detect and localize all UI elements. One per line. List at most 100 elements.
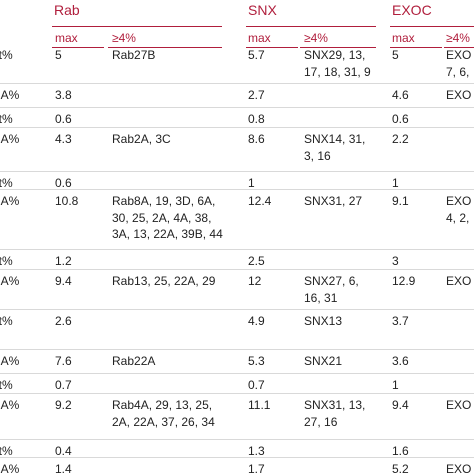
snx-max-value: 2.5 bbox=[248, 254, 265, 268]
exoc-list-line: EXO bbox=[446, 462, 472, 474]
snx-max-value: 0.7 bbox=[248, 378, 265, 392]
group-header-snx: SNX bbox=[246, 0, 376, 27]
group-header-rab: Rab bbox=[52, 0, 222, 27]
snx-list-line: SNX29, 13, bbox=[304, 48, 366, 62]
row-label: NA% bbox=[0, 274, 20, 288]
exoc-max-value: 1 bbox=[392, 176, 399, 190]
exoc-max-value: 1 bbox=[392, 378, 399, 392]
subheader-exoc-max: max bbox=[390, 30, 442, 48]
exoc-max-value: 1.6 bbox=[392, 444, 409, 458]
table-row: ut% 0.6 0.8 0.6 bbox=[0, 108, 474, 128]
row-label: NA% bbox=[0, 194, 20, 208]
exoc-list-line: EXO bbox=[446, 398, 472, 412]
rab-list-line: Rab22A bbox=[112, 354, 156, 368]
exoc-max-value: 5.2 bbox=[392, 462, 409, 474]
snx-list-line: 27, 16 bbox=[304, 414, 338, 429]
table-row: ut% 1.2 2.5 3 bbox=[0, 250, 474, 270]
table-row: ut% 5 Rab27B 5.7 SNX29, 13, 17, 18, 31, 9 5 EXO… bbox=[0, 44, 474, 84]
exoc-list-line: 7, 6, bbox=[446, 64, 470, 79]
snx-max-value: 5.3 bbox=[248, 354, 265, 368]
snx-list-line: SNX31, 27 bbox=[304, 194, 363, 208]
snx-list-line: SNX21 bbox=[304, 354, 343, 368]
table-row: NA% 9.4 Rab13, 25, 22A, 29 12 SNX27, 6, 16, 3… bbox=[0, 270, 474, 310]
rab-max-value: 9.2 bbox=[55, 398, 72, 412]
exoc-max-value: 3.6 bbox=[392, 354, 409, 368]
snx-max-value: 1.3 bbox=[248, 444, 265, 458]
table-row: ut% 0.7 0.7 1 bbox=[0, 374, 474, 394]
rab-max-value: 4.3 bbox=[55, 132, 72, 146]
table-row: ut% 0.6 1 1 bbox=[0, 172, 474, 190]
rab-max-value: 9.4 bbox=[55, 274, 72, 288]
exoc-max-value: 12.9 bbox=[392, 274, 416, 288]
rab-max-value: 2.6 bbox=[55, 314, 72, 328]
exoc-max-value: 3 bbox=[392, 254, 399, 268]
exoc-list-line: EXO bbox=[446, 274, 472, 288]
table-row: NA% 9.2 Rab4A, 29, 13, 25, 2A, 22A, 37, 26,… bbox=[0, 394, 474, 440]
exoc-list-line: EXO bbox=[446, 88, 472, 102]
rab-list-line: 2A, 22A, 37, 26, 34 bbox=[112, 414, 215, 429]
rab-max-value: 1.4 bbox=[55, 462, 72, 474]
snx-list-line: 17, 18, 31, 9 bbox=[304, 64, 371, 79]
table-row: NA% 4.3 Rab2A, 3C 8.6 SNX14, 31, 3, 16 2.2 bbox=[0, 128, 474, 172]
rab-list-line: 3A, 13, 22A, 39B, 44 bbox=[112, 227, 223, 241]
snx-max-value: 4.9 bbox=[248, 314, 265, 328]
snx-list-line: 3, 16 bbox=[304, 148, 331, 163]
exoc-max-value: 3.7 bbox=[392, 314, 409, 328]
row-label: NA% bbox=[0, 462, 20, 474]
rab-list-line: 30, 25, 2A, 4A, 38, bbox=[112, 210, 212, 225]
rab-list-line: Rab4A, 29, 13, 25, bbox=[112, 398, 213, 412]
snx-list-line: SNX27, 6, bbox=[304, 274, 359, 288]
row-label: ut% bbox=[0, 48, 13, 62]
table-row: ut% 0.4 1.3 1.6 bbox=[0, 440, 474, 458]
rab-list-line: Rab2A, 3C bbox=[112, 132, 171, 146]
exoc-list-line: EXO bbox=[446, 194, 472, 208]
exoc-list-line: 4, 2, bbox=[446, 210, 470, 225]
subheader-rab-threshold: ≥4% bbox=[108, 30, 222, 48]
rab-list-line: Rab8A, 19, 3D, 6A, bbox=[112, 194, 216, 208]
exoc-list-line: EXO bbox=[446, 48, 472, 62]
rab-max-value: 0.7 bbox=[55, 378, 72, 392]
exoc-max-value: 9.4 bbox=[392, 398, 409, 412]
snx-max-value: 12.4 bbox=[248, 194, 272, 208]
row-label: ut% bbox=[0, 314, 13, 328]
row-label: ut% bbox=[0, 176, 13, 190]
table-row: ut% 2.6 4.9 SNX13 3.7 bbox=[0, 310, 474, 350]
snx-max-value: 11.1 bbox=[248, 398, 271, 412]
snx-list-line: SNX13 bbox=[304, 314, 343, 328]
rab-max-value: 5 bbox=[55, 48, 62, 62]
group-header-exoc: EXOC bbox=[390, 0, 474, 27]
snx-max-value: 1 bbox=[248, 176, 255, 190]
exoc-max-value: 9.1 bbox=[392, 194, 409, 208]
snx-list-line: 16, 31 bbox=[304, 290, 338, 305]
table-row: NA% 1.4 1.7 5.2 EXO bbox=[0, 458, 474, 474]
snx-max-value: 8.6 bbox=[248, 132, 265, 146]
rab-list-line: Rab13, 25, 22A, 29 bbox=[112, 274, 216, 288]
rab-max-value: 10.8 bbox=[55, 194, 79, 208]
row-label: NA% bbox=[0, 398, 20, 412]
rab-list-line: Rab27B bbox=[112, 48, 156, 62]
table-row: NA% 7.6 Rab22A 5.3 SNX21 3.6 bbox=[0, 350, 474, 374]
rab-max-value: 0.6 bbox=[55, 176, 72, 190]
exoc-max-value: 2.2 bbox=[392, 132, 409, 146]
row-label: ut% bbox=[0, 444, 13, 458]
exoc-max-value: 4.6 bbox=[392, 88, 409, 102]
subheader-snx-max: max bbox=[246, 30, 298, 48]
rab-max-value: 1.2 bbox=[55, 254, 72, 268]
subheader-exoc-threshold: ≥4% bbox=[444, 30, 474, 48]
row-label: NA% bbox=[0, 88, 20, 102]
snx-list-line: SNX31, 13, bbox=[304, 398, 366, 412]
subheader-snx-threshold: ≥4% bbox=[300, 30, 376, 48]
rab-max-value: 0.6 bbox=[55, 112, 72, 126]
rab-max-value: 3.8 bbox=[55, 88, 72, 102]
rab-max-value: 0.4 bbox=[55, 444, 72, 458]
table-row: NA% 3.8 2.7 4.6 EXO bbox=[0, 84, 474, 108]
row-label: ut% bbox=[0, 254, 13, 268]
snx-max-value: 1.7 bbox=[248, 462, 265, 474]
snx-list-line: SNX14, 31, bbox=[304, 132, 366, 146]
snx-max-value: 0.8 bbox=[248, 112, 265, 126]
rab-max-value: 7.6 bbox=[55, 354, 72, 368]
subheader-rab-max: max bbox=[52, 30, 104, 48]
row-label: NA% bbox=[0, 132, 20, 146]
row-label: ut% bbox=[0, 378, 13, 392]
exoc-max-value: 5 bbox=[392, 48, 399, 62]
